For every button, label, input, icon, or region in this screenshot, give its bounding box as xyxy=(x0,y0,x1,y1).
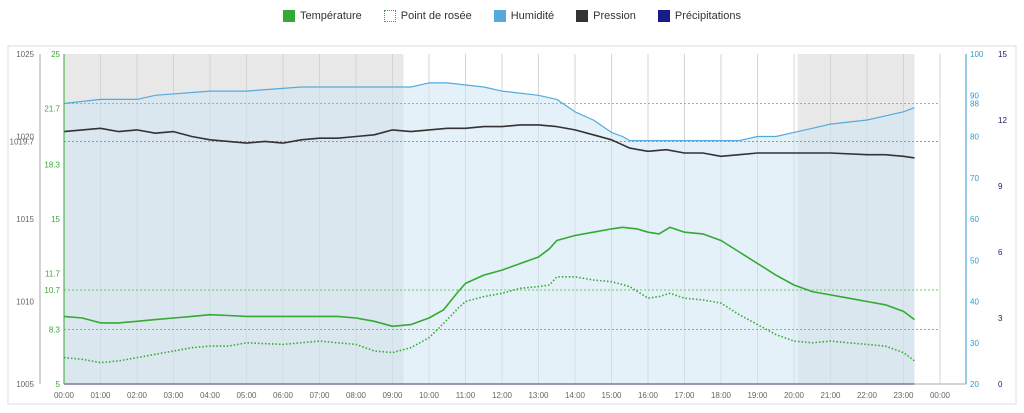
temperature-tick-label-6: 25 xyxy=(51,50,60,59)
x-tick-label-23: 23:00 xyxy=(893,391,914,400)
pressure-tick-label-2: 1015 xyxy=(16,215,34,224)
legend-label-pressure: Pression xyxy=(593,10,636,22)
x-tick-label-10: 10:00 xyxy=(419,391,440,400)
temperature-tick-label-4: 18.3 xyxy=(44,161,60,170)
temperature-extra-label-0: 10.7 xyxy=(44,286,60,295)
x-tick-label-3: 03:00 xyxy=(163,391,184,400)
humidity-tick-label-8: 100 xyxy=(970,50,984,59)
precipitation-tick-label-2: 6 xyxy=(998,248,1003,257)
x-tick-label-5: 05:00 xyxy=(236,391,257,400)
legend-swatch-pressure xyxy=(576,10,589,22)
legend-item-dewpoint[interactable]: Point de rosée xyxy=(383,10,472,22)
chart-legend: Température Point de rosée Humidité Pres… xyxy=(0,10,1024,22)
x-tick-label-6: 06:00 xyxy=(273,391,294,400)
legend-swatch-humidity xyxy=(493,10,506,22)
x-tick-label-12: 12:00 xyxy=(492,391,513,400)
humidity-tick-label-2: 40 xyxy=(970,298,979,307)
precipitation-tick-label-4: 12 xyxy=(998,116,1007,125)
precipitation-tick-label-0: 0 xyxy=(998,380,1003,389)
x-tick-label-17: 17:00 xyxy=(674,391,695,400)
humidity-area xyxy=(64,82,915,384)
x-tick-label-21: 21:00 xyxy=(820,391,841,400)
pressure-tick-label-4: 1025 xyxy=(16,50,34,59)
x-tick-label-0: 00:00 xyxy=(54,391,75,400)
legend-item-humidity[interactable]: Humidité xyxy=(493,10,555,22)
pressure-tick-label-1: 1010 xyxy=(16,298,34,307)
x-tick-label-24: 00:00 xyxy=(930,391,951,400)
x-tick-label-2: 02:00 xyxy=(127,391,148,400)
x-tick-label-4: 04:00 xyxy=(200,391,221,400)
precipitation-tick-label-3: 9 xyxy=(998,182,1003,191)
x-tick-label-9: 09:00 xyxy=(382,391,403,400)
x-tick-label-14: 14:00 xyxy=(565,391,586,400)
temperature-tick-label-3: 15 xyxy=(51,215,60,224)
temperature-tick-label-1: 8.3 xyxy=(49,326,61,335)
temperature-line xyxy=(63,226,915,328)
legend-swatch-precipitation xyxy=(657,10,670,22)
pressure-tick-label-0: 1005 xyxy=(16,380,34,389)
humidity-tick-label-5: 70 xyxy=(970,174,979,183)
humidity-tick-label-4: 60 xyxy=(970,215,979,224)
pressure-extra-label-0: 1019.7 xyxy=(10,137,35,146)
precipitation-tick-label-5: 15 xyxy=(998,50,1007,59)
x-tick-label-13: 13:00 xyxy=(528,391,549,400)
dewpoint-line xyxy=(63,276,915,364)
x-tick-label-1: 01:00 xyxy=(90,391,111,400)
humidity-tick-label-6: 80 xyxy=(970,133,979,142)
legend-item-temperature[interactable]: Température xyxy=(283,10,362,22)
humidity-tick-label-1: 30 xyxy=(970,339,979,348)
legend-label-precipitation: Précipitations xyxy=(674,10,741,22)
x-tick-label-16: 16:00 xyxy=(638,391,659,400)
humidity-line xyxy=(63,82,915,142)
pressure-line xyxy=(63,124,915,159)
precipitation-tick-label-1: 3 xyxy=(998,314,1003,323)
humidity-tick-label-0: 20 xyxy=(970,380,979,389)
x-tick-label-20: 20:00 xyxy=(784,391,805,400)
temperature-tick-label-0: 5 xyxy=(56,380,61,389)
legend-swatch-dewpoint xyxy=(383,10,396,22)
legend-label-dewpoint: Point de rosée xyxy=(400,10,472,22)
legend-item-precipitation[interactable]: Précipitations xyxy=(657,10,741,22)
humidity-extra-label-0: 88 xyxy=(970,100,979,109)
x-tick-label-18: 18:00 xyxy=(711,391,732,400)
x-tick-label-8: 08:00 xyxy=(346,391,367,400)
x-tick-label-11: 11:00 xyxy=(456,391,476,400)
x-tick-label-22: 22:00 xyxy=(857,391,878,400)
x-tick-label-7: 07:00 xyxy=(309,391,330,400)
temperature-tick-label-5: 21.7 xyxy=(44,104,60,113)
pressure-tick-label-3: 1020 xyxy=(16,133,34,142)
humidity-tick-label-7: 90 xyxy=(970,91,979,100)
temperature-tick-label-2: 11.7 xyxy=(45,269,61,278)
x-tick-label-19: 19:00 xyxy=(747,391,768,400)
humidity-tick-label-3: 50 xyxy=(970,256,979,265)
legend-label-temperature: Température xyxy=(300,10,362,22)
legend-swatch-temperature xyxy=(283,10,296,22)
x-tick-label-15: 15:00 xyxy=(601,391,622,400)
legend-label-humidity: Humidité xyxy=(510,10,555,22)
legend-item-pressure[interactable]: Pression xyxy=(576,10,636,22)
